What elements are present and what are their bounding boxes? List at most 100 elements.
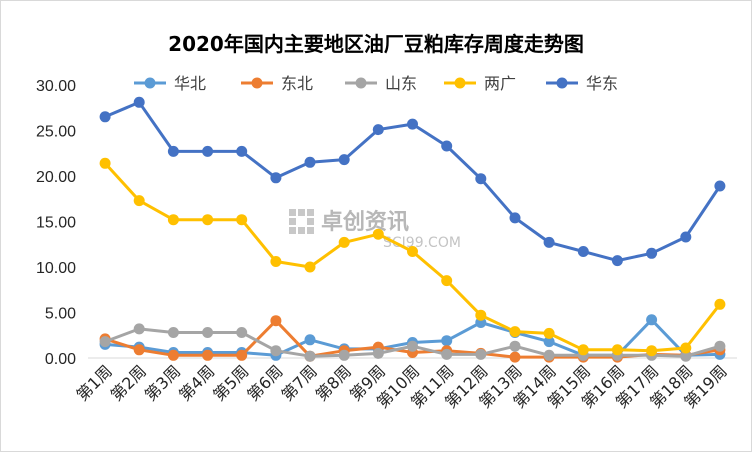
data-point (202, 349, 214, 361)
data-point (611, 255, 623, 267)
data-point (646, 247, 658, 259)
x-tick-label: 第2周 (107, 361, 150, 404)
data-point (407, 118, 418, 130)
series-4 (99, 96, 726, 267)
legend-item: 东北 (241, 74, 313, 93)
data-point (133, 344, 145, 356)
legend-label: 东北 (281, 74, 313, 93)
legend-item: 华北 (134, 74, 206, 93)
legend-marker (251, 77, 263, 89)
data-point (543, 349, 555, 361)
data-point (509, 351, 521, 363)
legend-item: 华东 (546, 74, 618, 93)
data-point (372, 124, 384, 136)
data-point (475, 173, 487, 185)
data-point (99, 336, 111, 348)
watermark-text: 卓创资讯 (321, 210, 409, 235)
legend-label: 山东 (385, 74, 417, 93)
legend-label: 两广 (484, 74, 516, 93)
data-point (646, 345, 658, 357)
data-point (714, 298, 726, 310)
plot-area (99, 96, 726, 363)
data-point (543, 336, 555, 348)
data-point (133, 323, 145, 335)
legend-item: 两广 (444, 74, 516, 93)
y-axis: 0.00 5.00 10.00 15.00 20.00 25.00 30.00 (36, 78, 76, 368)
data-point (543, 327, 555, 339)
data-point (646, 314, 658, 326)
data-point (270, 315, 282, 327)
series-3 (99, 157, 726, 357)
y-tick-label: 0.00 (45, 351, 76, 368)
data-point (236, 214, 248, 226)
y-tick-label: 30.00 (36, 78, 76, 95)
data-point (372, 228, 384, 240)
data-point (167, 327, 179, 338)
data-point (338, 154, 350, 166)
data-point (99, 111, 111, 123)
y-tick-label: 20.00 (36, 169, 76, 186)
y-tick-label: 25.00 (36, 124, 76, 141)
watermark: 卓创资讯 SCI99.COM (289, 209, 461, 251)
data-point (577, 246, 589, 257)
y-tick-label: 5.00 (45, 306, 76, 323)
data-point (270, 172, 282, 184)
data-point (236, 145, 248, 157)
x-tick-label: 第4周 (175, 361, 218, 404)
x-tick-label: 第7周 (278, 361, 321, 404)
x-tick-label: 第8周 (312, 361, 355, 404)
data-point (509, 212, 521, 224)
data-point (270, 256, 282, 267)
data-point (202, 327, 214, 338)
data-point (441, 348, 453, 360)
data-point (577, 344, 589, 356)
legend-label: 华北 (174, 74, 206, 93)
data-point (304, 156, 316, 168)
data-point (270, 345, 282, 357)
legend-item: 山东 (345, 74, 417, 93)
data-point (543, 236, 555, 248)
x-tick-label: 第5周 (209, 361, 252, 404)
y-tick-label: 10.00 (36, 260, 76, 277)
legend-marker (556, 77, 568, 89)
x-tick-label: 第6周 (243, 361, 286, 404)
y-tick-label: 15.00 (36, 215, 76, 232)
data-point (133, 195, 145, 207)
chart-title: 2020年国内主要地区油厂豆粕库存周度走势图 (168, 32, 584, 56)
data-point (167, 349, 179, 361)
data-point (680, 231, 692, 243)
data-point (167, 145, 179, 157)
legend-marker (144, 77, 156, 89)
data-point (236, 349, 248, 361)
data-point (202, 214, 214, 226)
legend-label: 华东 (586, 74, 618, 93)
data-point (338, 236, 350, 248)
data-point (407, 246, 418, 257)
data-point (714, 180, 726, 192)
watermark-logo-icon (289, 209, 314, 234)
x-axis: 第1周第2周第3周第4周第5周第6周第7周第8周第9周第10周第11周第12周第… (73, 357, 737, 412)
data-point (509, 326, 521, 338)
data-point (475, 309, 487, 321)
data-point (338, 349, 350, 361)
data-point (372, 347, 384, 359)
data-point (407, 340, 418, 352)
data-point (441, 335, 453, 347)
data-point (304, 261, 316, 273)
data-point (475, 348, 487, 360)
data-point (133, 96, 145, 108)
data-point (509, 340, 521, 352)
data-point (680, 342, 692, 354)
data-point (441, 275, 453, 287)
data-point (680, 350, 692, 362)
data-point (304, 334, 316, 346)
data-point (167, 214, 179, 226)
data-point (236, 327, 248, 338)
data-point (441, 140, 453, 152)
data-point (714, 340, 726, 352)
x-tick-label: 第3周 (141, 361, 184, 404)
legend-marker (454, 77, 466, 89)
x-tick-label: 第1周 (73, 361, 116, 404)
